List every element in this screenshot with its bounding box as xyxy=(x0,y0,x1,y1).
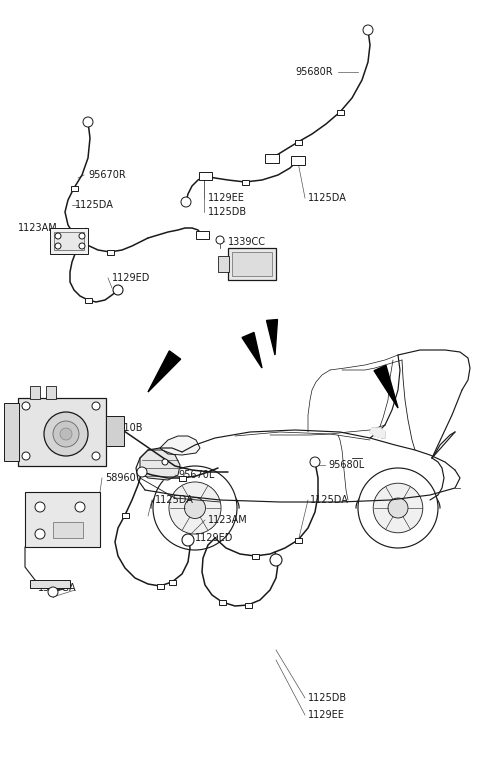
Text: 95680L: 95680L xyxy=(328,460,364,470)
Text: 1129EE: 1129EE xyxy=(208,193,245,203)
Circle shape xyxy=(48,587,58,597)
Circle shape xyxy=(22,402,30,410)
Circle shape xyxy=(181,197,191,207)
Text: 95670R: 95670R xyxy=(88,170,126,180)
Circle shape xyxy=(79,243,85,249)
Polygon shape xyxy=(374,365,398,408)
Text: 1123AM: 1123AM xyxy=(208,515,248,525)
Text: 95690: 95690 xyxy=(238,251,269,261)
Circle shape xyxy=(270,554,282,566)
Text: 1125DA: 1125DA xyxy=(310,495,349,505)
Bar xyxy=(50,228,88,254)
Polygon shape xyxy=(140,450,180,480)
Text: 1123AM: 1123AM xyxy=(18,223,58,233)
Circle shape xyxy=(388,498,408,518)
Bar xyxy=(30,580,70,588)
Circle shape xyxy=(75,502,85,512)
Polygon shape xyxy=(370,428,385,438)
Circle shape xyxy=(169,482,221,534)
Circle shape xyxy=(373,483,423,533)
Circle shape xyxy=(55,233,61,239)
Circle shape xyxy=(92,402,100,410)
Circle shape xyxy=(53,421,79,447)
Bar xyxy=(218,600,226,604)
Bar xyxy=(4,403,19,461)
Polygon shape xyxy=(148,350,180,392)
Text: 1339CC: 1339CC xyxy=(228,237,266,247)
Text: 1129ED: 1129ED xyxy=(195,533,233,543)
Circle shape xyxy=(83,117,93,127)
Circle shape xyxy=(363,25,373,35)
Bar xyxy=(46,386,56,399)
Text: 95670L: 95670L xyxy=(178,470,215,480)
Bar xyxy=(179,476,185,480)
Text: 1125DA: 1125DA xyxy=(75,200,114,210)
Circle shape xyxy=(35,502,45,512)
Bar xyxy=(106,416,124,446)
Bar xyxy=(232,252,272,276)
Bar xyxy=(71,185,77,191)
Bar xyxy=(295,537,301,543)
Circle shape xyxy=(216,236,224,244)
Bar xyxy=(54,232,84,250)
Text: 1129ED: 1129ED xyxy=(112,273,150,283)
Circle shape xyxy=(35,529,45,539)
Bar xyxy=(252,554,259,558)
Text: 1125DB: 1125DB xyxy=(308,693,347,703)
Bar xyxy=(30,386,40,399)
Text: 58910B: 58910B xyxy=(105,423,143,433)
Text: 1339GA: 1339GA xyxy=(38,583,77,593)
Bar xyxy=(18,398,106,466)
Circle shape xyxy=(137,467,147,477)
Text: 1125DB: 1125DB xyxy=(208,207,247,217)
Circle shape xyxy=(182,534,194,546)
Bar xyxy=(228,248,276,280)
Circle shape xyxy=(358,468,438,548)
Text: 95680R: 95680R xyxy=(295,67,333,77)
Text: 1129EE: 1129EE xyxy=(308,710,345,720)
Bar xyxy=(168,580,176,584)
Circle shape xyxy=(153,466,237,550)
Circle shape xyxy=(113,285,123,295)
Bar xyxy=(218,256,229,272)
Polygon shape xyxy=(160,436,200,455)
Bar xyxy=(291,155,305,164)
Bar xyxy=(199,172,212,180)
Circle shape xyxy=(310,457,320,467)
Circle shape xyxy=(44,412,88,456)
Text: 1125DA: 1125DA xyxy=(155,495,194,505)
Bar xyxy=(244,602,252,608)
Circle shape xyxy=(92,452,100,460)
Bar xyxy=(53,522,83,538)
Bar xyxy=(265,154,279,162)
Bar xyxy=(336,110,344,114)
Bar xyxy=(84,297,92,303)
Polygon shape xyxy=(242,333,262,368)
Bar xyxy=(295,140,301,144)
Circle shape xyxy=(55,243,61,249)
Bar xyxy=(156,584,164,588)
Bar xyxy=(121,513,129,517)
Bar xyxy=(195,231,208,239)
Circle shape xyxy=(162,459,168,465)
Polygon shape xyxy=(266,320,277,355)
Circle shape xyxy=(184,497,205,519)
Bar xyxy=(241,180,249,185)
Bar xyxy=(107,249,113,255)
Circle shape xyxy=(60,428,72,440)
Circle shape xyxy=(22,452,30,460)
Bar xyxy=(25,492,100,547)
Circle shape xyxy=(79,233,85,239)
Text: 1125DA: 1125DA xyxy=(308,193,347,203)
Text: 58960: 58960 xyxy=(105,473,136,483)
